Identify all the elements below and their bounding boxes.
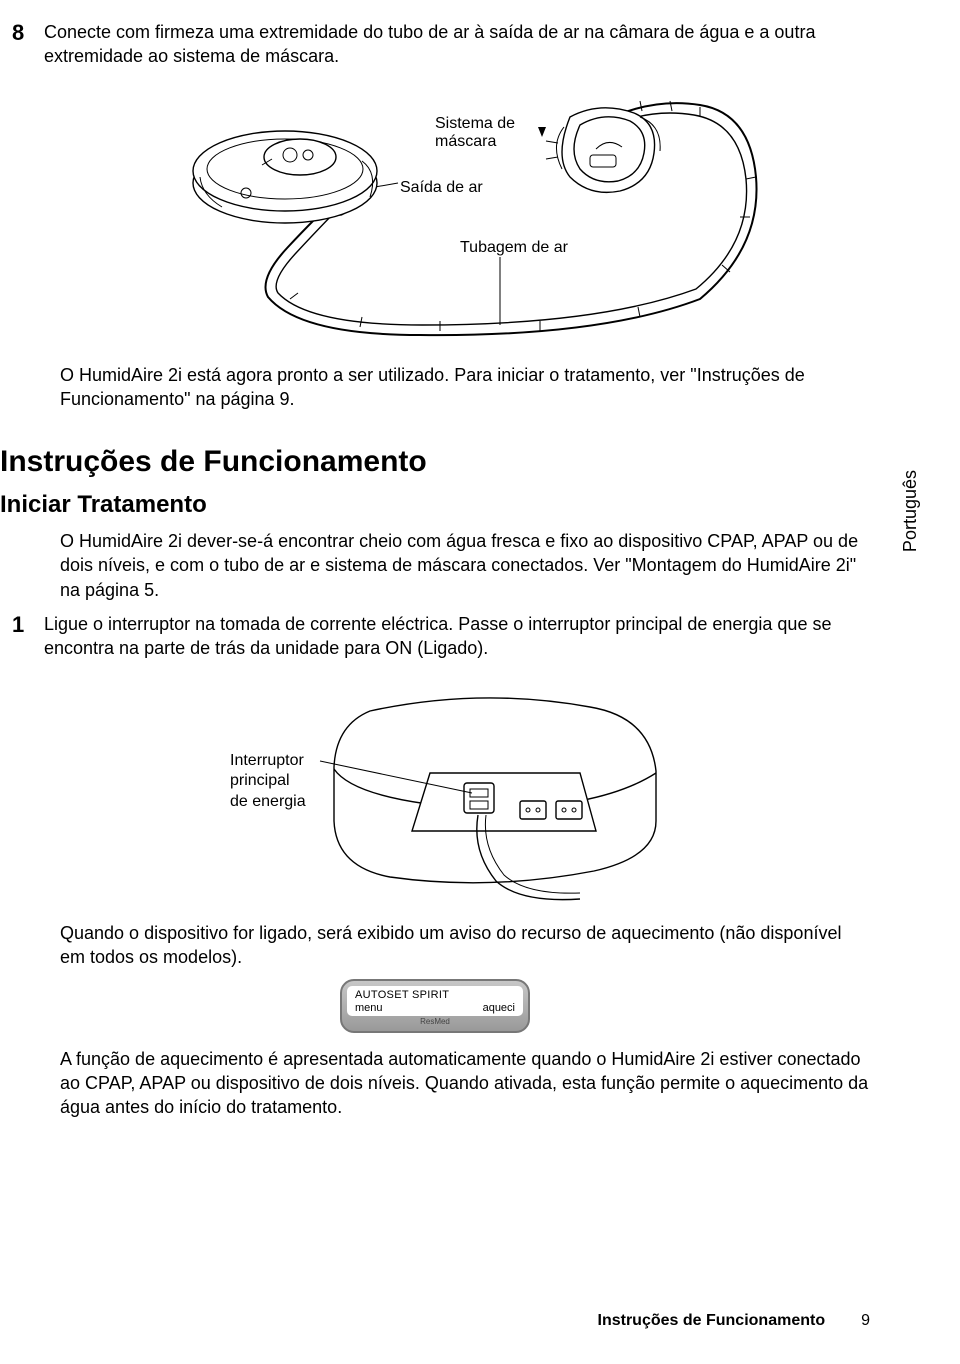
label-sistema-mascara: Sistema de máscara [435, 115, 515, 151]
ready-text: O HumidAire 2i está agora pronto a ser u… [60, 363, 870, 412]
display-menu: menu [355, 1002, 383, 1015]
mask-illustration [540, 97, 670, 202]
step-8-text: Conecte com firmeza uma extremidade do t… [44, 20, 870, 69]
footer-title: Instruções de Funcionamento [598, 1312, 826, 1330]
final-paragraph: A função de aquecimento é apresentada au… [60, 1047, 870, 1120]
label-interruptor: Interruptor principal de energia [230, 751, 306, 813]
step-8-number: 8 [0, 20, 26, 69]
device-illustration [190, 115, 390, 230]
step-1-text: Ligue o interruptor na tomada de corrent… [44, 612, 870, 661]
diagram-power-switch: Interruptor principal de energia [60, 681, 870, 903]
label-saida-ar: Saída de ar [400, 179, 483, 197]
footer-page-number: 9 [861, 1312, 870, 1330]
lcd-display: AUTOSET SPIRIT menu aqueci ResMed [340, 979, 530, 1032]
section-heading: Instruções de Funcionamento [0, 445, 870, 479]
label-tubagem-ar: Tubagem de ar [460, 239, 568, 257]
language-tab: Português [900, 470, 921, 552]
display-aqueci: aqueci [483, 1002, 515, 1015]
diagram-tube-connection: Sistema de máscara Saída de ar Tubagem d… [60, 87, 870, 345]
display-brand: ResMed [347, 1017, 523, 1026]
step-1-number: 1 [0, 612, 26, 661]
page-footer: Instruções de Funcionamento 9 [598, 1312, 871, 1330]
display-line1: AUTOSET SPIRIT [355, 989, 515, 1002]
heating-notice-text: Quando o dispositivo for ligado, será ex… [60, 921, 870, 970]
intro-paragraph: O HumidAire 2i dever-se-á encontrar chei… [60, 529, 870, 602]
subsection-heading: Iniciar Tratamento [0, 491, 870, 519]
